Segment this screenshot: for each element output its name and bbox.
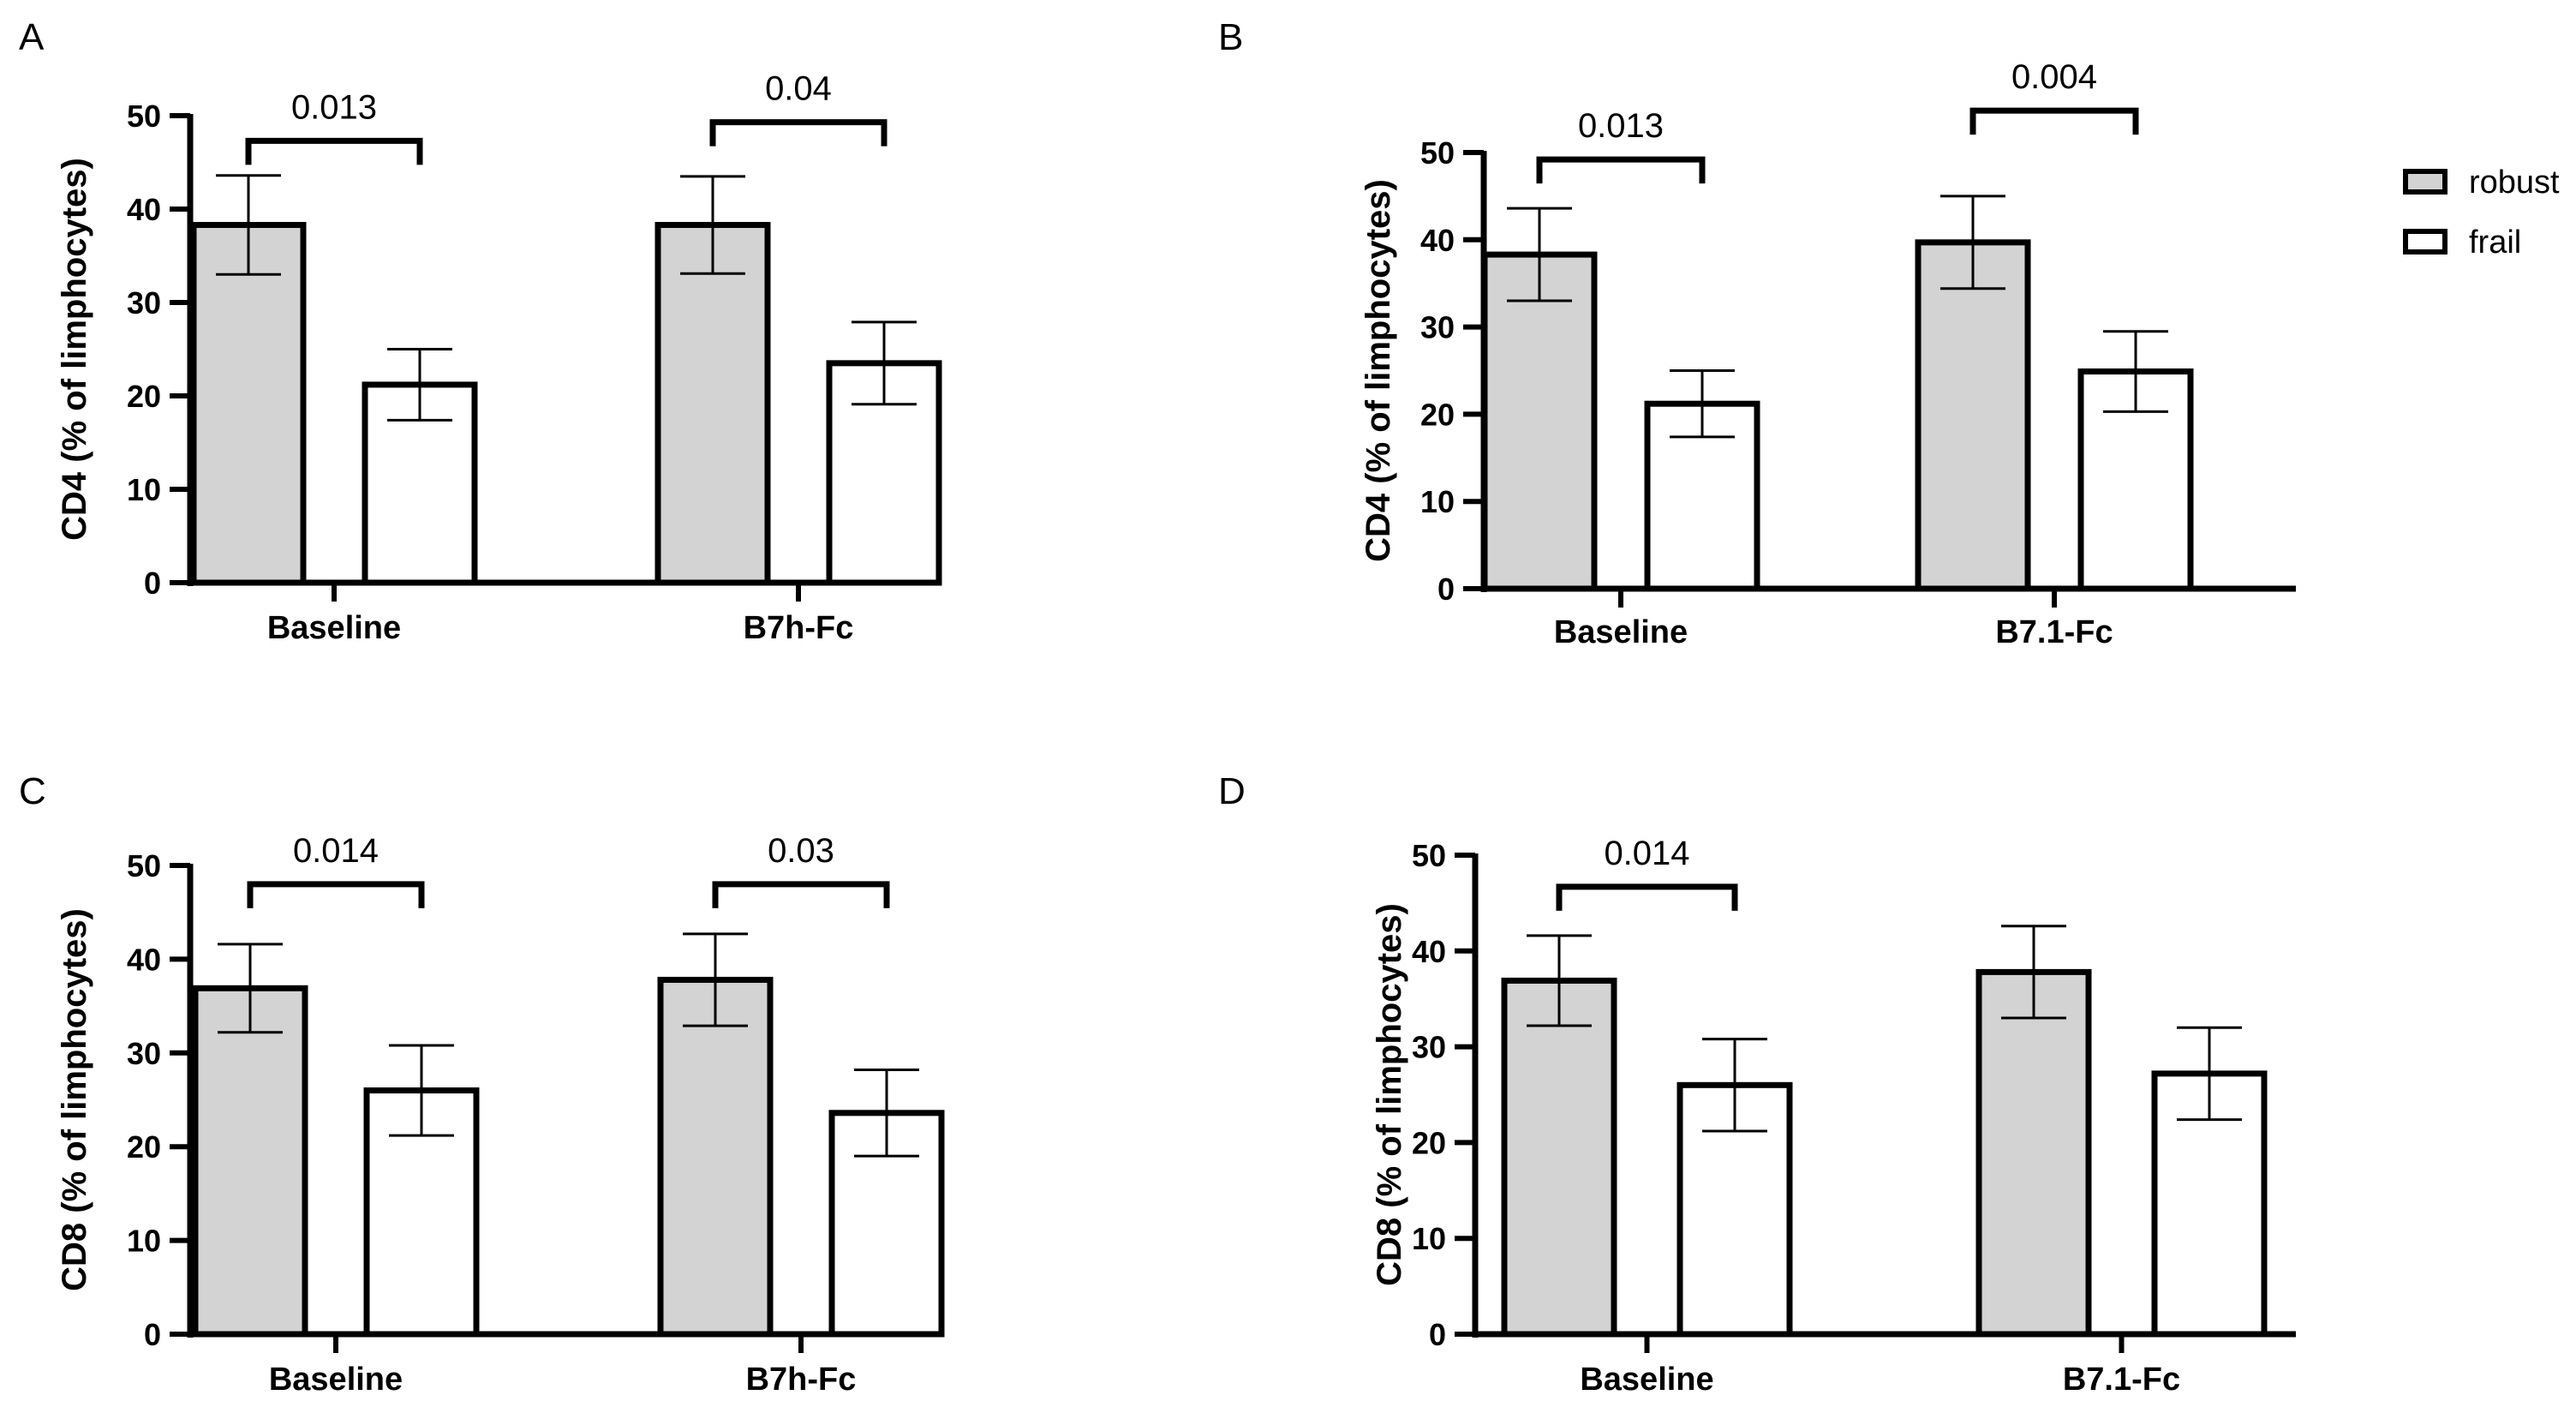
significance-bracket [245,137,423,165]
y-tick-label: 20 [1420,397,1455,432]
y-tick-label: 40 [127,942,161,977]
category-label: B7h-Fc [744,610,854,646]
p-value-label: 0.013 [291,88,377,126]
y-axis-label: CD8 (% of limphocytes) [1371,903,1408,1286]
bar-robust [657,976,774,1338]
significance-bracket [247,881,425,908]
y-tick-label: 10 [127,1224,161,1259]
category-label: Baseline [267,610,401,646]
y-tick-label: 0 [144,566,161,601]
error-bar-frail [389,1044,454,1137]
y-tick-label: 10 [1420,484,1455,519]
panel-letter: C [19,770,46,812]
panel-letter: D [1218,770,1246,812]
significance-bracket [1556,883,1738,911]
y-tick-label: 10 [1412,1221,1446,1256]
y-tick-label: 30 [127,285,161,320]
y-tick-label: 20 [1412,1125,1446,1160]
bar-robust [190,222,307,586]
legend: robust frail [2403,165,2560,260]
error-bar-frail [2103,330,2168,413]
panel-a: A CD4 (% of limphocytes) 0 10 20 30 40 50 Baseli… [19,16,942,646]
y-tick-label: 20 [127,1129,161,1165]
y-axis-label: CD4 (% of limphocytes) [56,158,93,541]
category-label: Baseline [269,1362,403,1398]
p-value-label: 0.014 [1604,835,1689,872]
y-tick-label: 0 [144,1317,161,1352]
legend-item-robust: robust [2403,165,2560,201]
category-label: Baseline [1580,1362,1713,1398]
error-bar-frail [2177,1026,2242,1122]
p-value-label: 0.03 [768,832,834,870]
significance-bracket [712,881,890,908]
y-tick-label: 40 [127,192,161,227]
error-bar-robust [1507,207,1572,302]
y-axis-label: CD4 (% of limphocytes) [1360,179,1397,562]
significance-bracket [709,119,888,147]
bar-robust [192,985,308,1338]
p-value-label: 0.004 [2011,58,2097,96]
bar-robust [1915,239,2031,592]
y-axis-label: CD8 (% of limphocytes) [56,908,93,1291]
y-tick-label: 0 [1429,1317,1446,1352]
category-label: B7.1-Fc [2063,1362,2180,1398]
y-tick-label: 50 [1420,135,1455,171]
y-tick-label: 40 [1412,934,1446,969]
bar-robust [1975,968,2092,1338]
category-label: B7h-Fc [746,1362,857,1398]
y-tick-label: 20 [127,379,161,414]
y-tick-label: 50 [1412,838,1446,873]
legend-swatch [2403,169,2447,195]
panel-letter: A [19,16,45,58]
bar-frail [2077,368,2194,592]
error-bar-robust [2001,925,2066,1020]
error-bar-frail [854,1068,919,1158]
category-label: B7.1-Fc [1995,614,2113,650]
error-bar-frail [387,348,452,422]
panels: A CD4 (% of limphocytes) 0 10 20 30 40 50 Baseli… [19,16,2296,1398]
legend-item-frail: frail [2403,225,2521,260]
y-tick-label: 30 [127,1036,161,1071]
error-bar-robust [1527,934,1592,1027]
panel-c: C CD8 (% of limphocytes) 0 10 20 30 40 50 Baseli… [19,770,945,1398]
significance-bracket [1969,107,2139,135]
legend-swatch [2403,229,2447,254]
error-bar-robust [683,932,748,1027]
y-tick-label: 40 [1420,223,1455,258]
p-value-label: 0.013 [1578,107,1664,145]
y-tick-label: 50 [127,848,161,883]
legend-label: robust [2469,165,2560,201]
bar-robust [1481,251,1598,592]
p-value-label: 0.014 [293,832,379,870]
y-tick-label: 10 [127,472,161,507]
legend-label: frail [2469,225,2521,260]
panel-letter: B [1218,16,1243,58]
panel-b: B CD4 (% of limphocytes) 0 10 20 30 40 50 Baseli… [1218,16,2296,650]
error-bar-frail [1702,1038,1767,1133]
p-value-label: 0.04 [765,70,832,108]
y-tick-label: 50 [127,99,161,134]
category-label: Baseline [1554,614,1688,650]
error-bar-robust [218,943,283,1034]
bar-robust [1501,977,1617,1338]
y-tick-label: 30 [1420,310,1455,345]
error-bar-robust [680,175,745,275]
significance-bracket [1536,156,1706,184]
error-bar-frail [1670,369,1735,439]
error-bar-robust [1940,195,2005,290]
y-tick-label: 0 [1437,572,1455,607]
y-tick-label: 30 [1412,1030,1446,1065]
panel-d: D CD8 (% of limphocytes) 0 10 20 30 40 50 Baseli… [1218,770,2296,1398]
bar-robust [654,222,771,586]
error-bar-frail [852,320,917,406]
error-bar-robust [216,174,281,276]
